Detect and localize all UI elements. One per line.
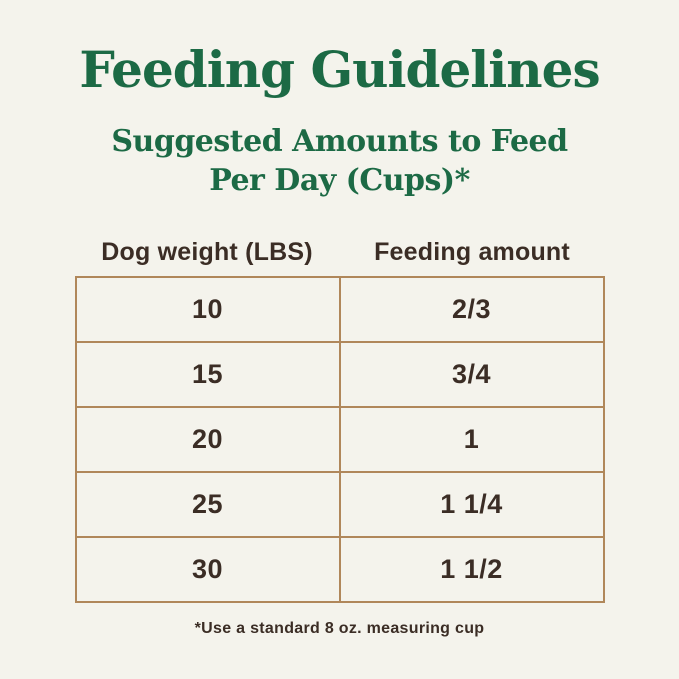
- table-row: 30 1 1/2: [74, 536, 605, 603]
- table-row: 20 1: [74, 406, 605, 473]
- dog-weight-value: 10: [74, 276, 341, 343]
- dog-weight-value: 15: [74, 341, 341, 408]
- measuring-cup-footnote: *Use a standard 8 oz. measuring cup: [194, 620, 485, 637]
- feeding-table-section: Dog weight (LBS) Feeding amount 10 2/3 1…: [74, 238, 605, 603]
- column-header-dog-weight: Dog weight (LBS): [101, 238, 313, 266]
- table-row: 25 1 1/4: [74, 471, 605, 538]
- table-row: 10 2/3: [74, 276, 605, 343]
- feeding-table: 10 2/3 15 3/4 20 1 25 1 1/4 30 1 1/2: [74, 276, 605, 603]
- dog-weight-value: 20: [74, 406, 341, 473]
- feeding-amount-value: 1: [338, 406, 605, 473]
- page-title: Feeding Guidelines: [79, 40, 600, 99]
- column-header-feeding-amount: Feeding amount: [374, 238, 570, 266]
- dog-weight-value: 25: [74, 471, 341, 538]
- feeding-amount-value: 3/4: [338, 341, 605, 408]
- feeding-amount-value: 1 1/2: [338, 536, 605, 603]
- table-column-headers: Dog weight (LBS) Feeding amount: [75, 238, 605, 276]
- subtitle-line-2: Per Day (Cups)*: [209, 163, 470, 198]
- table-row: 15 3/4: [74, 341, 605, 408]
- page-subtitle: Suggested Amounts to Feed Per Day (Cups)*: [0, 122, 679, 200]
- feeding-amount-value: 1 1/4: [338, 471, 605, 538]
- dog-weight-value: 30: [74, 536, 341, 603]
- subtitle-line-1: Suggested Amounts to Feed: [111, 124, 568, 159]
- feeding-amount-value: 2/3: [338, 276, 605, 343]
